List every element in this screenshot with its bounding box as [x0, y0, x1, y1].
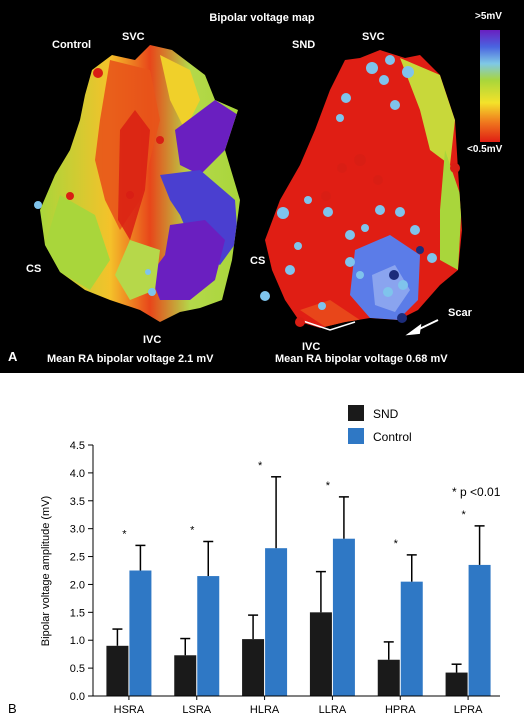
snd-mean-voltage: Mean RA bipolar voltage 0.68 mV — [275, 353, 448, 365]
left-ivc-label: IVC — [143, 334, 161, 346]
y-tick-label: 4.5 — [70, 440, 85, 452]
y-tick-label: 3.0 — [70, 524, 85, 536]
map-title: Bipolar voltage map — [209, 12, 314, 24]
control-map — [34, 45, 240, 322]
significance-note: * p <0.01 — [452, 485, 501, 499]
legend-label-snd: SND — [373, 407, 399, 421]
bar-snd-lsra — [174, 655, 197, 696]
y-tick-label: 3.5 — [70, 496, 85, 508]
snd-label: SND — [292, 39, 315, 51]
control-label: Control — [52, 39, 91, 51]
bar-snd-lpra — [445, 672, 468, 696]
voltage-map-image: Bipolar voltage map >5mV <0.5mV Control … — [8, 11, 503, 365]
x-tick-label: HSRA — [114, 704, 145, 716]
right-svc-label: SVC — [362, 31, 385, 43]
voltage-map-panel: Bipolar voltage map >5mV <0.5mV Control … — [0, 0, 524, 373]
x-tick-label: HLRA — [250, 704, 280, 716]
x-axis: HSRA LSRA HLRA LLRA HPRA LPRA — [93, 695, 500, 716]
y-tick-label: 2.5 — [70, 552, 85, 564]
y-tick-label: 0.0 — [70, 691, 85, 703]
significance-star: * — [190, 524, 195, 536]
legend: SND Control — [348, 405, 412, 444]
significance-star: * — [326, 480, 331, 492]
significance-star: * — [258, 460, 263, 472]
x-tick-label: HPRA — [385, 704, 416, 716]
y-tick-label: 2.0 — [70, 579, 85, 591]
right-cs-label: CS — [250, 255, 265, 267]
right-ivc-label: IVC — [302, 341, 320, 353]
x-tick-label: LLRA — [319, 704, 347, 716]
bar-control-hpra — [400, 581, 423, 696]
snd-map — [260, 50, 462, 331]
significance-star: * — [394, 538, 399, 550]
y-axis: 0.0 0.5 1.0 1.5 2.0 2.5 3.0 3.5 4.0 4.5 — [70, 440, 94, 703]
x-tick-label: LSRA — [182, 704, 211, 716]
voltage-bar-chart: 0.0 0.5 1.0 1.5 2.0 2.5 3.0 3.5 4.0 4.5 * * * * * * HS… — [8, 405, 501, 716]
significance-star: * — [122, 528, 127, 540]
left-svc-label: SVC — [122, 31, 145, 43]
left-cs-label: CS — [26, 263, 41, 275]
bar-control-lsra — [197, 576, 220, 696]
bar-snd-hpra — [377, 659, 400, 696]
scale-min-label: <0.5mV — [467, 144, 503, 155]
y-tick-label: 0.5 — [70, 663, 85, 675]
significance-star: * — [461, 509, 466, 521]
y-tick-label: 1.0 — [70, 635, 85, 647]
scar-label: Scar — [448, 307, 473, 319]
voltage-color-scale — [480, 30, 500, 142]
bar-control-llra — [332, 538, 355, 696]
bar-control-lpra — [468, 564, 491, 696]
panel-b-letter: B — [8, 701, 17, 716]
bar-snd-hsra — [106, 645, 129, 696]
legend-swatch-snd — [348, 405, 364, 421]
scale-max-label: >5mV — [475, 11, 502, 22]
bar-control-hlra — [265, 548, 288, 696]
bar-control-hsra — [129, 570, 152, 696]
bar-snd-llra — [309, 612, 332, 696]
y-tick-label: 1.5 — [70, 607, 85, 619]
y-axis-label: Bipolar voltage amplitude (mV) — [40, 496, 52, 646]
bar-chart-panel: 0.0 0.5 1.0 1.5 2.0 2.5 3.0 3.5 4.0 4.5 * * * * * * HS… — [0, 373, 524, 723]
legend-label-control: Control — [373, 430, 412, 444]
bars: * * * * * * — [106, 460, 491, 696]
panel-a-letter: A — [8, 349, 18, 364]
control-mean-voltage: Mean RA bipolar voltage 2.1 mV — [47, 353, 214, 365]
bar-snd-hlra — [242, 639, 265, 696]
x-tick-label: LPRA — [454, 704, 483, 716]
scar-arrow — [405, 319, 439, 336]
legend-swatch-control — [348, 428, 364, 444]
y-tick-label: 4.0 — [70, 468, 85, 480]
